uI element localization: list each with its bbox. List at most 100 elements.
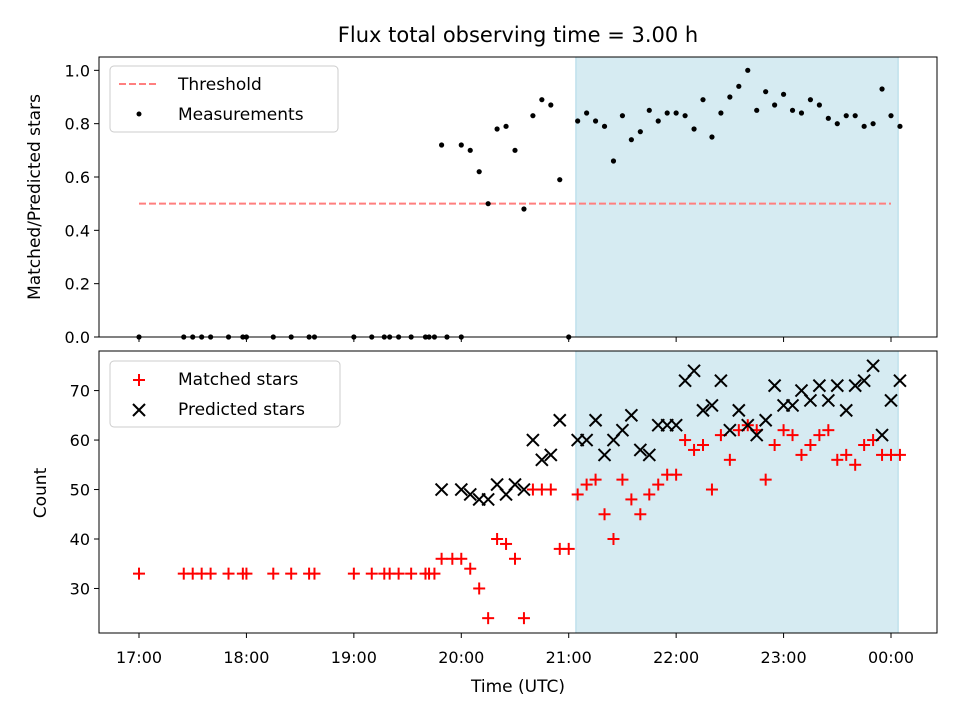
matched-star-point (625, 493, 638, 506)
top-shaded-interval (575, 56, 899, 338)
matched-star-point (517, 612, 530, 625)
bottom-legend: Matched stars Predicted stars (109, 360, 341, 428)
x-tick-label: 00:00 (868, 648, 914, 667)
measurement-point (539, 97, 545, 103)
matched-star-point (768, 439, 781, 451)
top-legend-box (109, 65, 339, 133)
predicted-star-point (875, 428, 889, 442)
measurement-point (628, 137, 634, 143)
measurement-point (825, 115, 831, 121)
top-y-tick-label: 0.8 (65, 115, 90, 134)
measurement-point (709, 134, 715, 140)
measurement-point (789, 107, 796, 113)
threshold-legend-label: Threshold (177, 75, 262, 95)
matched-star-point (643, 488, 656, 501)
matched-star-point (500, 537, 513, 550)
predicted-star-point (454, 482, 468, 497)
measurement-point (879, 86, 885, 92)
predicted-star-point (848, 378, 862, 393)
measurement-point (610, 158, 617, 164)
matched-star-point (723, 453, 736, 466)
measurements-legend-label: Measurements (178, 105, 304, 125)
measurement-point (485, 201, 491, 207)
matched-star-point (428, 567, 441, 580)
measurement-point (548, 102, 554, 108)
matched-star-point (813, 429, 826, 442)
x-tick-label: 21:00 (546, 648, 592, 667)
measurement-point (438, 142, 445, 148)
matched-star-point (840, 448, 853, 461)
x-tick-label: 22:00 (653, 648, 699, 667)
measurement-point (646, 107, 652, 113)
predicted-star-point (803, 393, 818, 408)
matched-star-point (405, 567, 418, 580)
predicted-star-point (714, 373, 728, 388)
matched-star-point (598, 508, 611, 521)
matched-star-point (849, 458, 862, 471)
matched-star-point (562, 542, 575, 555)
predicted-star-point (839, 403, 853, 418)
predicted-star-point (579, 433, 594, 447)
measurement-point (718, 110, 724, 116)
x-tick-label: 23:00 (761, 648, 807, 667)
matched-star-point (858, 439, 871, 451)
matched-star-point (482, 612, 495, 625)
top-y-tick-label: 0.6 (65, 168, 90, 187)
bottom-ylabel: Count (31, 467, 51, 518)
predicted-star-point (812, 378, 827, 393)
bottom-y-tick-label: 40 (70, 530, 90, 549)
matched-star-point (705, 483, 718, 496)
measurement-point (530, 113, 536, 119)
predicted-star-point (508, 477, 522, 492)
measurement-point (888, 113, 894, 119)
matched-star-point (589, 473, 602, 486)
measurement-point (772, 102, 778, 108)
matched-star-point (491, 533, 504, 545)
measurement-point (476, 169, 482, 175)
measurement-point (584, 110, 590, 116)
matched-star-point (455, 552, 468, 565)
matched-star-point (240, 567, 253, 580)
x-tick-label: 19:00 (331, 648, 377, 667)
predicted-star-point (615, 423, 630, 437)
predicted-star-point (696, 403, 710, 418)
measurement-point (870, 121, 876, 127)
measurement-point (458, 142, 464, 148)
predicted-star-point (884, 393, 898, 408)
matched-star-point (670, 468, 683, 481)
matched-star-point (786, 429, 799, 442)
measurement-point (745, 67, 751, 73)
predicted-star-point (732, 403, 746, 418)
matched-star-point (285, 567, 298, 580)
bottom-y-tick-label: 50 (70, 481, 90, 500)
matched-star-point (392, 567, 405, 580)
measurement-point (816, 102, 822, 108)
measurement-point (619, 113, 626, 119)
top-ylabel: Matched/Predicted stars (25, 94, 45, 300)
matched-star-point (544, 483, 557, 496)
predicted-star-point (544, 448, 558, 462)
measurement-point (521, 206, 527, 212)
matched-star-point (759, 473, 772, 486)
matched-star-point (607, 533, 620, 545)
measurement-point (852, 113, 858, 119)
matched-star-point (571, 488, 584, 501)
bottom-y-tick-label: 70 (70, 382, 90, 401)
predicted-star-point (785, 398, 800, 413)
predicted-star-point (893, 373, 907, 388)
measurement-point (655, 118, 661, 124)
measurement-point (503, 123, 509, 129)
measurement-point (512, 147, 518, 153)
bottom-y-tick-label: 30 (70, 579, 90, 598)
predicted-star-point (481, 492, 495, 507)
predicted-star-point (830, 378, 844, 393)
matched-star-point (652, 478, 665, 491)
measurement-point (664, 110, 670, 116)
predicted-star-point (553, 413, 567, 427)
predicted-star-point (750, 428, 764, 442)
measurement-point (673, 110, 679, 116)
matched-star-point (831, 453, 844, 466)
matched-star-point (697, 439, 709, 451)
predicted-star-point (434, 482, 449, 497)
bottom-axes-frame (98, 350, 938, 634)
